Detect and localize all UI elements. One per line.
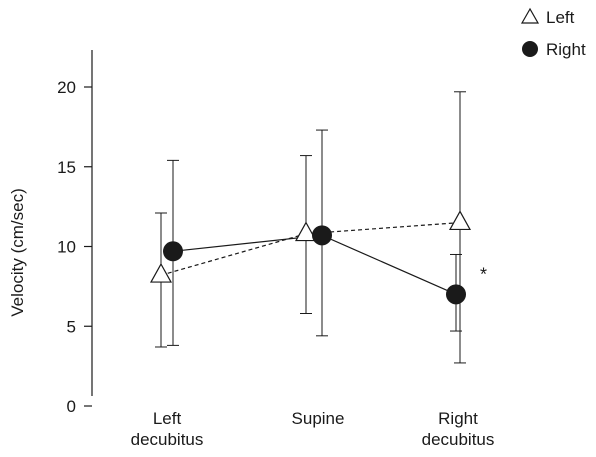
y-tick-label-20: 20 <box>57 78 76 97</box>
point-left-1 <box>294 221 318 242</box>
x-category-label-2: Right decubitus <box>422 409 495 449</box>
y-tick-label-10: 10 <box>57 238 76 257</box>
x-category-label-line: Supine <box>292 409 345 428</box>
y-axis-title: Velocity (cm/sec) <box>8 188 27 316</box>
x-category-label-1: Supine <box>292 409 345 428</box>
significance-marker-0: * <box>480 264 487 284</box>
y-tick-label-0: 0 <box>67 397 76 416</box>
point-left-2 <box>448 210 472 231</box>
legend-label-left: Left <box>546 8 575 27</box>
series-line-right <box>172 234 457 295</box>
legend-label-right: Right <box>546 40 586 59</box>
x-category-label-line: Right <box>438 409 478 428</box>
legend-marker-left <box>520 7 540 24</box>
axes <box>84 50 93 407</box>
x-category-label-0: Left decubitus <box>131 409 204 449</box>
point-right-1 <box>312 225 332 246</box>
legend-marker-right <box>522 41 538 57</box>
point-right-0 <box>163 241 183 262</box>
legend: Left Right <box>520 7 586 59</box>
series-markers <box>149 210 472 305</box>
error-bars <box>155 91 466 364</box>
point-left-0 <box>149 262 173 283</box>
x-category-label-line: decubitus <box>131 430 204 449</box>
x-category-label-line: Left <box>153 409 182 428</box>
chart-labels: 0 5 10 15 20 Velocity (cm/sec) Left decubitus Su… <box>8 78 494 449</box>
x-category-label-line: decubitus <box>422 430 495 449</box>
y-tick-label-5: 5 <box>67 317 76 336</box>
y-tick-label-15: 15 <box>57 158 76 177</box>
point-right-2 <box>446 284 466 305</box>
